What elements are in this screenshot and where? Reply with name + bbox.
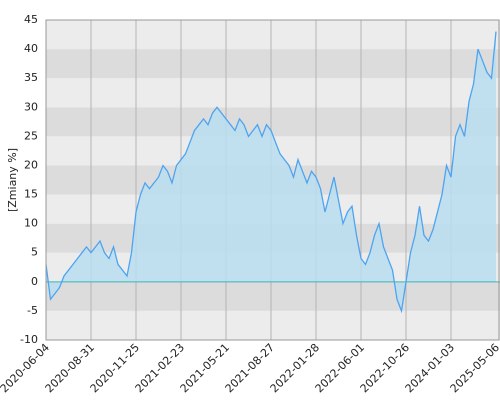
y-tick-label: 45 — [24, 13, 38, 26]
grid-band — [46, 310, 500, 340]
line — [45, 31, 497, 314]
y-tick-label: 0 — [31, 275, 38, 288]
plot-border — [45, 19, 500, 341]
y-tick-label: 5 — [31, 246, 38, 259]
y-tick-label: -10 — [20, 333, 38, 346]
y-axis-label: [Zmiany %] — [6, 148, 19, 212]
y-tick-label: 30 — [24, 100, 38, 113]
y-tick-label: -5 — [27, 304, 38, 317]
y-tick-label: 25 — [24, 129, 38, 142]
area — [46, 31, 496, 311]
y-tick-label: 15 — [24, 188, 38, 201]
grid-band — [46, 49, 500, 79]
y-tick-label: 40 — [24, 42, 38, 55]
grid-band — [46, 281, 500, 311]
grid-band — [46, 107, 500, 137]
y-tick-label: 35 — [24, 71, 38, 84]
grid-band — [46, 20, 500, 50]
y-tick-label: 20 — [24, 158, 38, 171]
grid-band — [46, 78, 500, 108]
y-tick-label: 10 — [24, 217, 38, 230]
